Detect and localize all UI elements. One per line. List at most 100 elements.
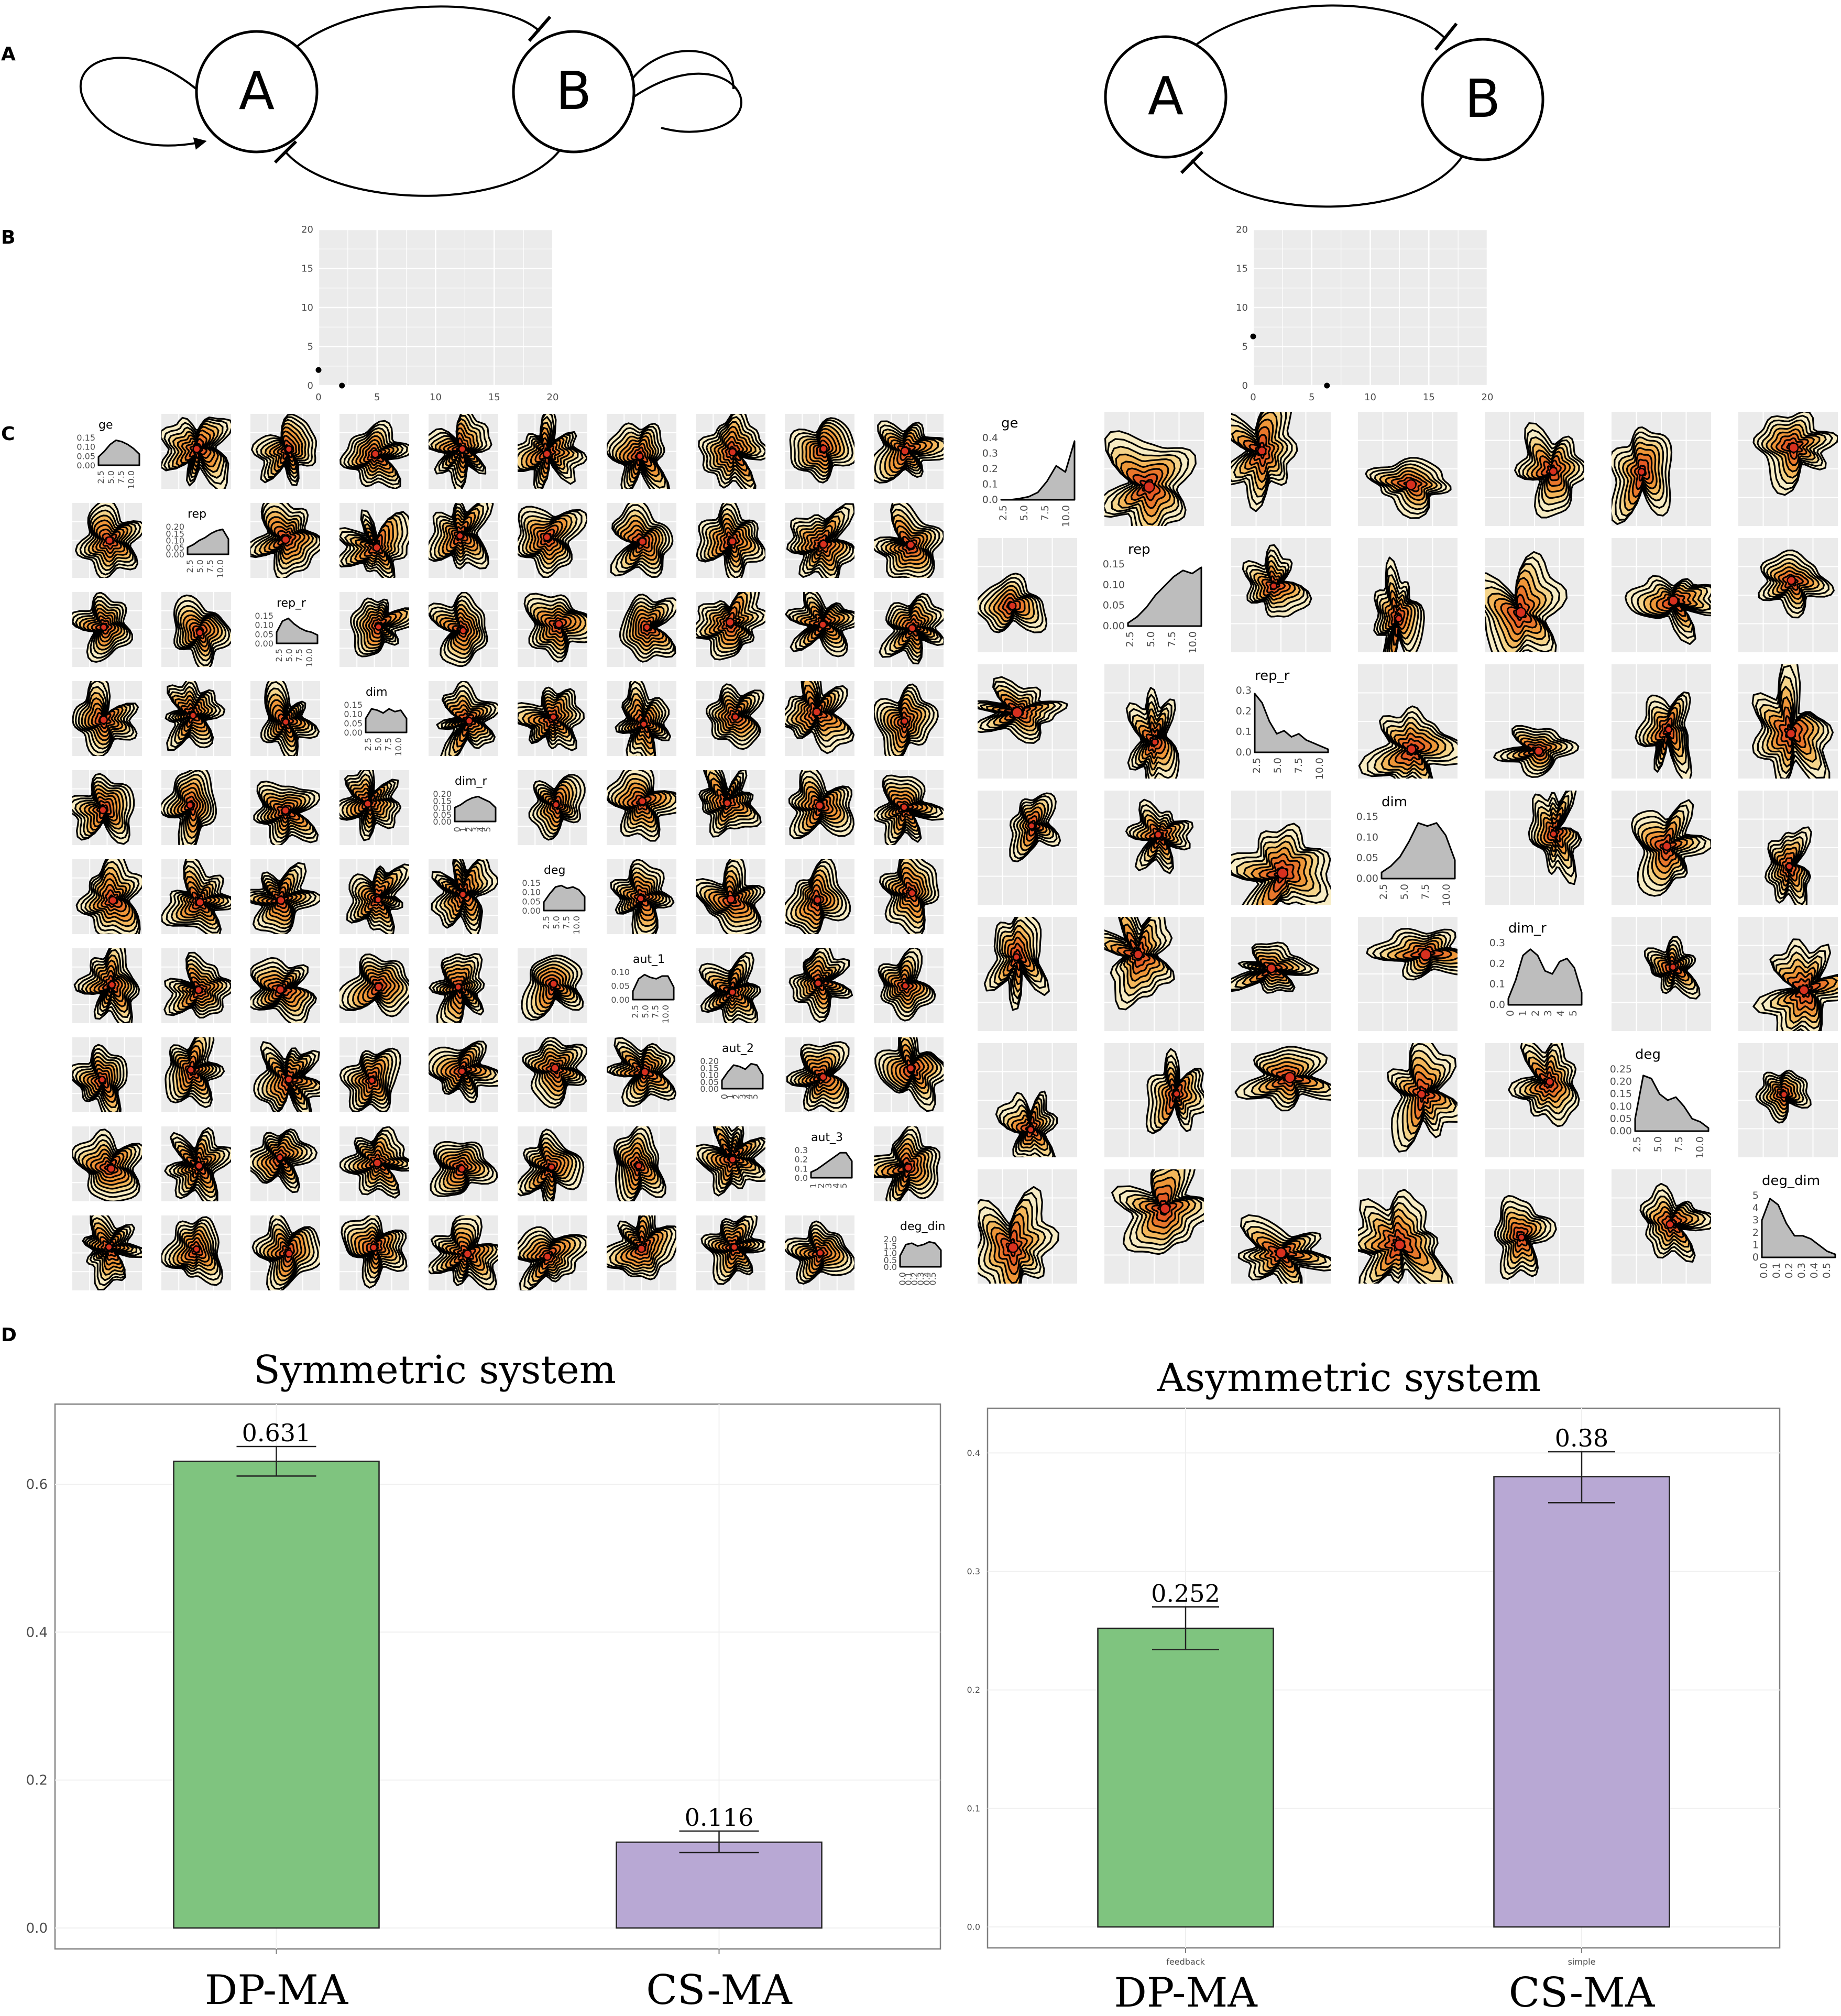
density-peak xyxy=(1665,1220,1674,1229)
y-tick-label: 0.5 xyxy=(884,1255,897,1265)
variable-label: rep_r xyxy=(1255,668,1290,684)
diagonal-density-cell: rep_r 0.150.100.050.002.5 5.0 7.5 10.0 xyxy=(255,597,319,667)
density-contours xyxy=(879,593,944,665)
density-peak xyxy=(463,1250,472,1259)
x-tick-label: 1 xyxy=(726,1094,736,1099)
y-tick-label: 0.05 xyxy=(1610,1113,1632,1124)
density-contours xyxy=(73,948,140,1023)
density-contours xyxy=(978,1186,1060,1284)
contour-cell xyxy=(429,592,498,667)
density-peak xyxy=(542,450,551,458)
density-peak xyxy=(814,979,823,988)
y-tick-label: 0.0 xyxy=(795,1173,808,1183)
x-tick-label: 2.5 xyxy=(1124,631,1136,647)
density-peak xyxy=(456,532,464,540)
density-peak xyxy=(192,1245,201,1253)
y-tick-label: 5 xyxy=(1242,342,1248,353)
variable-label: deg xyxy=(544,864,565,877)
y-tick-label: 1 xyxy=(1752,1239,1759,1251)
density-contours xyxy=(1630,799,1711,897)
contour-cell xyxy=(978,1043,1077,1157)
density-peak xyxy=(1275,1247,1287,1259)
self-activation-a-edge xyxy=(79,57,208,150)
data-point xyxy=(1250,333,1256,339)
variable-label: deg xyxy=(1635,1047,1661,1062)
density-contours xyxy=(339,420,409,489)
y-tick-label: 0.10 xyxy=(76,442,95,452)
x-tick-label: 0.1 xyxy=(1771,1263,1782,1278)
x-tick-label: 7.5 xyxy=(205,560,215,573)
density-contours xyxy=(1635,691,1693,779)
parameter-pair-matrix-asymmetric: ge0.40.30.20.10.02.5 5.0 7.5 10.0rep0.150.1… xyxy=(978,412,1838,1284)
x-tick-label: 10.0 xyxy=(661,1005,671,1024)
contour-cell xyxy=(518,1215,587,1290)
y-tick-label: 0.05 xyxy=(76,451,95,461)
density-contours xyxy=(696,859,765,934)
y-tick-label: 4 xyxy=(1752,1202,1759,1214)
density-peak xyxy=(276,985,285,994)
density-peak xyxy=(100,623,108,631)
density-contours xyxy=(518,506,587,578)
contour-cell xyxy=(161,592,231,667)
x-tick-label: 5.0 xyxy=(1145,631,1157,647)
y-tick-label: 0.10 xyxy=(433,803,452,813)
contour-cell xyxy=(696,859,765,934)
density-contours xyxy=(1104,430,1197,526)
density-peak xyxy=(282,718,290,726)
y-tick-label: 0.15 xyxy=(1610,1088,1632,1100)
variable-label: aut_2 xyxy=(722,1042,754,1055)
density-peak xyxy=(1405,479,1417,490)
contour-cell xyxy=(339,948,409,1023)
y-tick-label: 0 xyxy=(308,380,313,391)
density-peak xyxy=(1546,1077,1554,1086)
density-contours xyxy=(75,859,142,934)
contour-cell xyxy=(161,770,231,845)
x-tick-label: 0 xyxy=(1250,392,1256,403)
x-tick-label: 10.0 xyxy=(1314,758,1325,780)
density-contours xyxy=(696,503,765,578)
y-tick-label: 0.0 xyxy=(982,494,998,506)
contour-cell xyxy=(1738,412,1838,526)
density-contours xyxy=(1358,1189,1454,1284)
density-peak xyxy=(818,620,827,629)
x-tick-label: 7.5 xyxy=(1039,505,1051,521)
density-contours xyxy=(874,1037,944,1112)
density-curve xyxy=(899,1241,942,1268)
y-tick-label: 0.0 xyxy=(26,1921,48,1936)
density-contours xyxy=(874,1126,941,1201)
contour-cell xyxy=(72,770,142,845)
diagonal-density-cell: ge0.4 0.3 0.2 0.1 0.02.5 5.0 7.5 10.0 xyxy=(982,415,1076,527)
density-peak xyxy=(1785,862,1793,871)
inhibition-b-to-a-bar xyxy=(1180,150,1204,174)
density-contours xyxy=(607,1215,676,1280)
y-tick-label: 0.00 xyxy=(1103,620,1125,632)
x-tick-label: 7.5 xyxy=(294,649,304,662)
y-tick-label: 0.25 xyxy=(1610,1064,1632,1075)
density-contours xyxy=(786,1041,850,1112)
network-diagram-asymmetric: A B xyxy=(1104,4,1544,208)
y-tick-label: 0.15 xyxy=(1103,558,1125,570)
bar-chart-asymmetric: Asymmetric system 0.0 0.1 0.2 0.3 0.4 0.252 fe… xyxy=(967,1355,1781,2016)
density-curve xyxy=(1761,1198,1836,1258)
density-contours xyxy=(161,770,217,845)
y-tick-label: 5 xyxy=(308,342,313,353)
density-contours xyxy=(983,917,1050,1011)
x-tick-label: 1 xyxy=(808,1183,818,1188)
contour-cell xyxy=(607,1037,676,1112)
x-tick-label: 7.5 xyxy=(1293,758,1305,773)
density-peak xyxy=(1662,841,1672,851)
density-peak xyxy=(900,803,908,812)
contour-cell xyxy=(696,1126,765,1201)
x-tick-label: 7.5 xyxy=(383,738,393,751)
contour-cell xyxy=(161,414,231,489)
density-contours xyxy=(615,681,671,756)
x-tick-label: 5.0 xyxy=(195,560,205,573)
y-tick-label: 0.10 xyxy=(255,620,273,630)
contour-cell xyxy=(607,503,676,578)
contour-cell xyxy=(785,681,854,756)
contour-cell xyxy=(1231,538,1331,652)
y-tick-label: 0.1 xyxy=(967,1803,980,1813)
